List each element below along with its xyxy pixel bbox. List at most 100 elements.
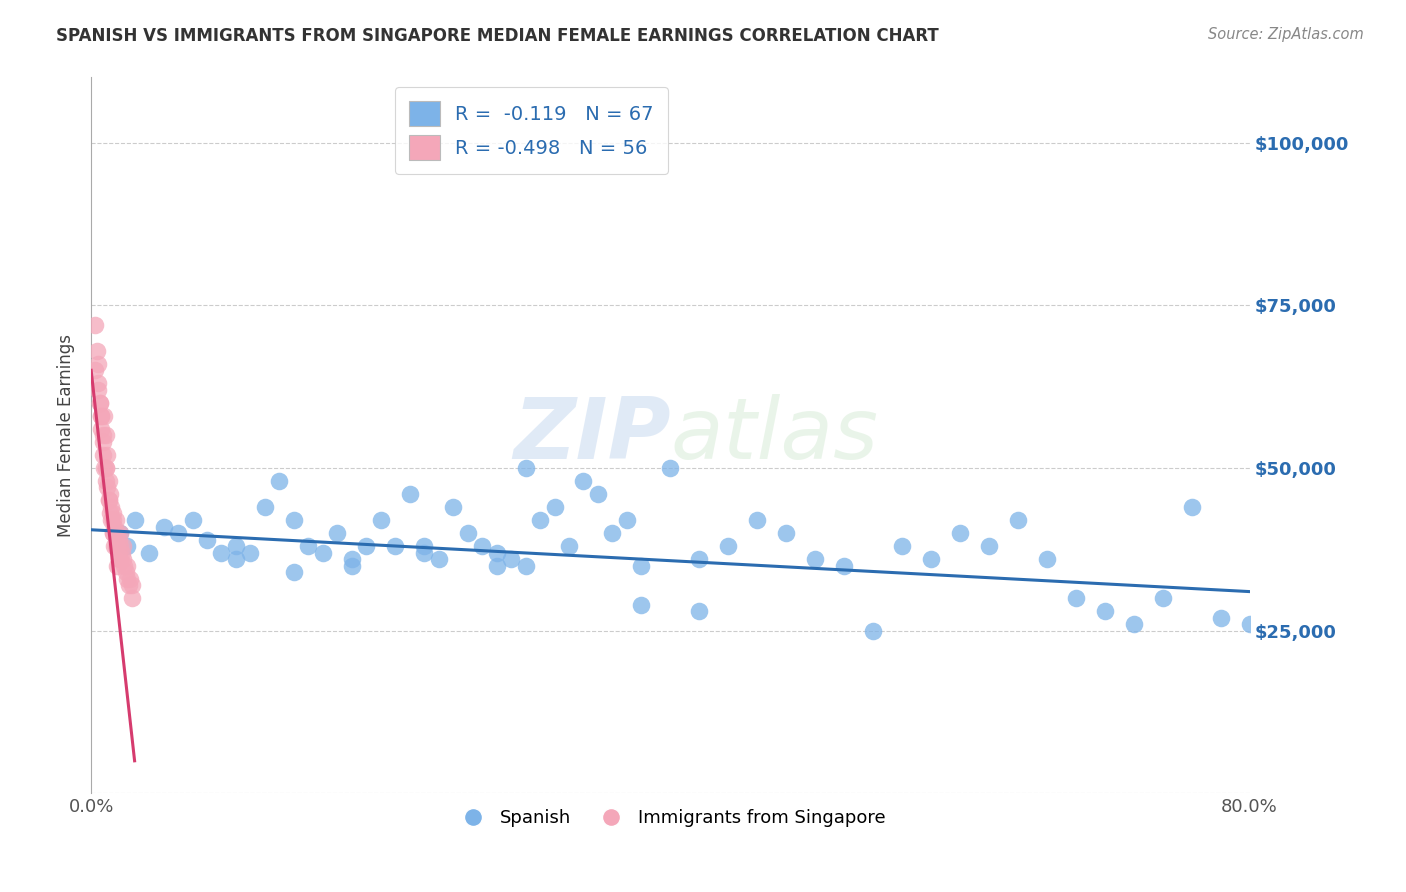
Point xyxy=(441,500,464,514)
Point xyxy=(384,539,406,553)
Point xyxy=(115,565,138,579)
Legend: Spanish, Immigrants from Singapore: Spanish, Immigrants from Singapore xyxy=(447,802,893,834)
Point xyxy=(103,539,125,553)
Point xyxy=(117,558,139,573)
Point xyxy=(688,604,710,618)
Point xyxy=(105,526,128,541)
Point xyxy=(120,572,142,586)
Point xyxy=(121,591,143,606)
Point xyxy=(239,545,262,559)
Point xyxy=(297,539,319,553)
Point xyxy=(312,545,335,559)
Point xyxy=(326,526,349,541)
Point xyxy=(108,539,131,553)
Point xyxy=(91,448,114,462)
Point xyxy=(457,526,479,541)
Point xyxy=(586,487,609,501)
Point xyxy=(1007,513,1029,527)
Point xyxy=(832,558,855,573)
Point xyxy=(370,513,392,527)
Point xyxy=(485,558,508,573)
Point xyxy=(98,507,121,521)
Point xyxy=(1036,552,1059,566)
Point xyxy=(97,493,120,508)
Point xyxy=(1122,617,1144,632)
Point xyxy=(124,513,146,527)
Point xyxy=(100,513,122,527)
Point xyxy=(1094,604,1116,618)
Point xyxy=(100,500,122,514)
Point xyxy=(602,526,624,541)
Point xyxy=(104,539,127,553)
Point xyxy=(949,526,972,541)
Point xyxy=(515,461,537,475)
Point xyxy=(101,513,124,527)
Point xyxy=(110,545,132,559)
Point xyxy=(616,513,638,527)
Point xyxy=(340,558,363,573)
Text: ZIP: ZIP xyxy=(513,394,671,477)
Point xyxy=(1064,591,1087,606)
Point xyxy=(89,396,111,410)
Point xyxy=(89,396,111,410)
Point xyxy=(87,383,110,397)
Point xyxy=(101,526,124,541)
Point xyxy=(96,480,118,494)
Point xyxy=(94,461,117,475)
Point xyxy=(108,526,131,541)
Point xyxy=(98,487,121,501)
Point xyxy=(515,558,537,573)
Point xyxy=(94,461,117,475)
Point xyxy=(108,552,131,566)
Point xyxy=(90,409,112,423)
Point xyxy=(84,363,107,377)
Point xyxy=(94,474,117,488)
Point xyxy=(413,539,436,553)
Point xyxy=(101,526,124,541)
Point xyxy=(775,526,797,541)
Point xyxy=(107,533,129,547)
Point xyxy=(118,578,141,592)
Point xyxy=(107,552,129,566)
Point xyxy=(1181,500,1204,514)
Point xyxy=(688,552,710,566)
Point xyxy=(543,500,565,514)
Point xyxy=(90,422,112,436)
Point xyxy=(558,539,581,553)
Text: SPANISH VS IMMIGRANTS FROM SINGAPORE MEDIAN FEMALE EARNINGS CORRELATION CHART: SPANISH VS IMMIGRANTS FROM SINGAPORE MED… xyxy=(56,27,939,45)
Point xyxy=(427,552,450,566)
Point xyxy=(225,552,247,566)
Point xyxy=(97,474,120,488)
Point xyxy=(485,545,508,559)
Point xyxy=(891,539,914,553)
Point xyxy=(501,552,523,566)
Point xyxy=(413,545,436,559)
Point xyxy=(121,578,143,592)
Point xyxy=(572,474,595,488)
Point xyxy=(1209,610,1232,624)
Point xyxy=(86,343,108,358)
Point xyxy=(111,539,134,553)
Point xyxy=(747,513,769,527)
Text: Source: ZipAtlas.com: Source: ZipAtlas.com xyxy=(1208,27,1364,42)
Point xyxy=(96,448,118,462)
Point xyxy=(103,519,125,533)
Point xyxy=(630,598,652,612)
Point xyxy=(211,545,233,559)
Point xyxy=(717,539,740,553)
Y-axis label: Median Female Earnings: Median Female Earnings xyxy=(58,334,75,537)
Point xyxy=(804,552,827,566)
Point xyxy=(93,461,115,475)
Point xyxy=(105,539,128,553)
Point xyxy=(91,434,114,449)
Point xyxy=(283,513,305,527)
Point xyxy=(90,409,112,423)
Point xyxy=(84,318,107,332)
Point xyxy=(104,513,127,527)
Point xyxy=(108,526,131,541)
Text: atlas: atlas xyxy=(671,394,879,477)
Point xyxy=(471,539,494,553)
Point xyxy=(152,519,174,533)
Point xyxy=(138,545,160,559)
Point xyxy=(87,357,110,371)
